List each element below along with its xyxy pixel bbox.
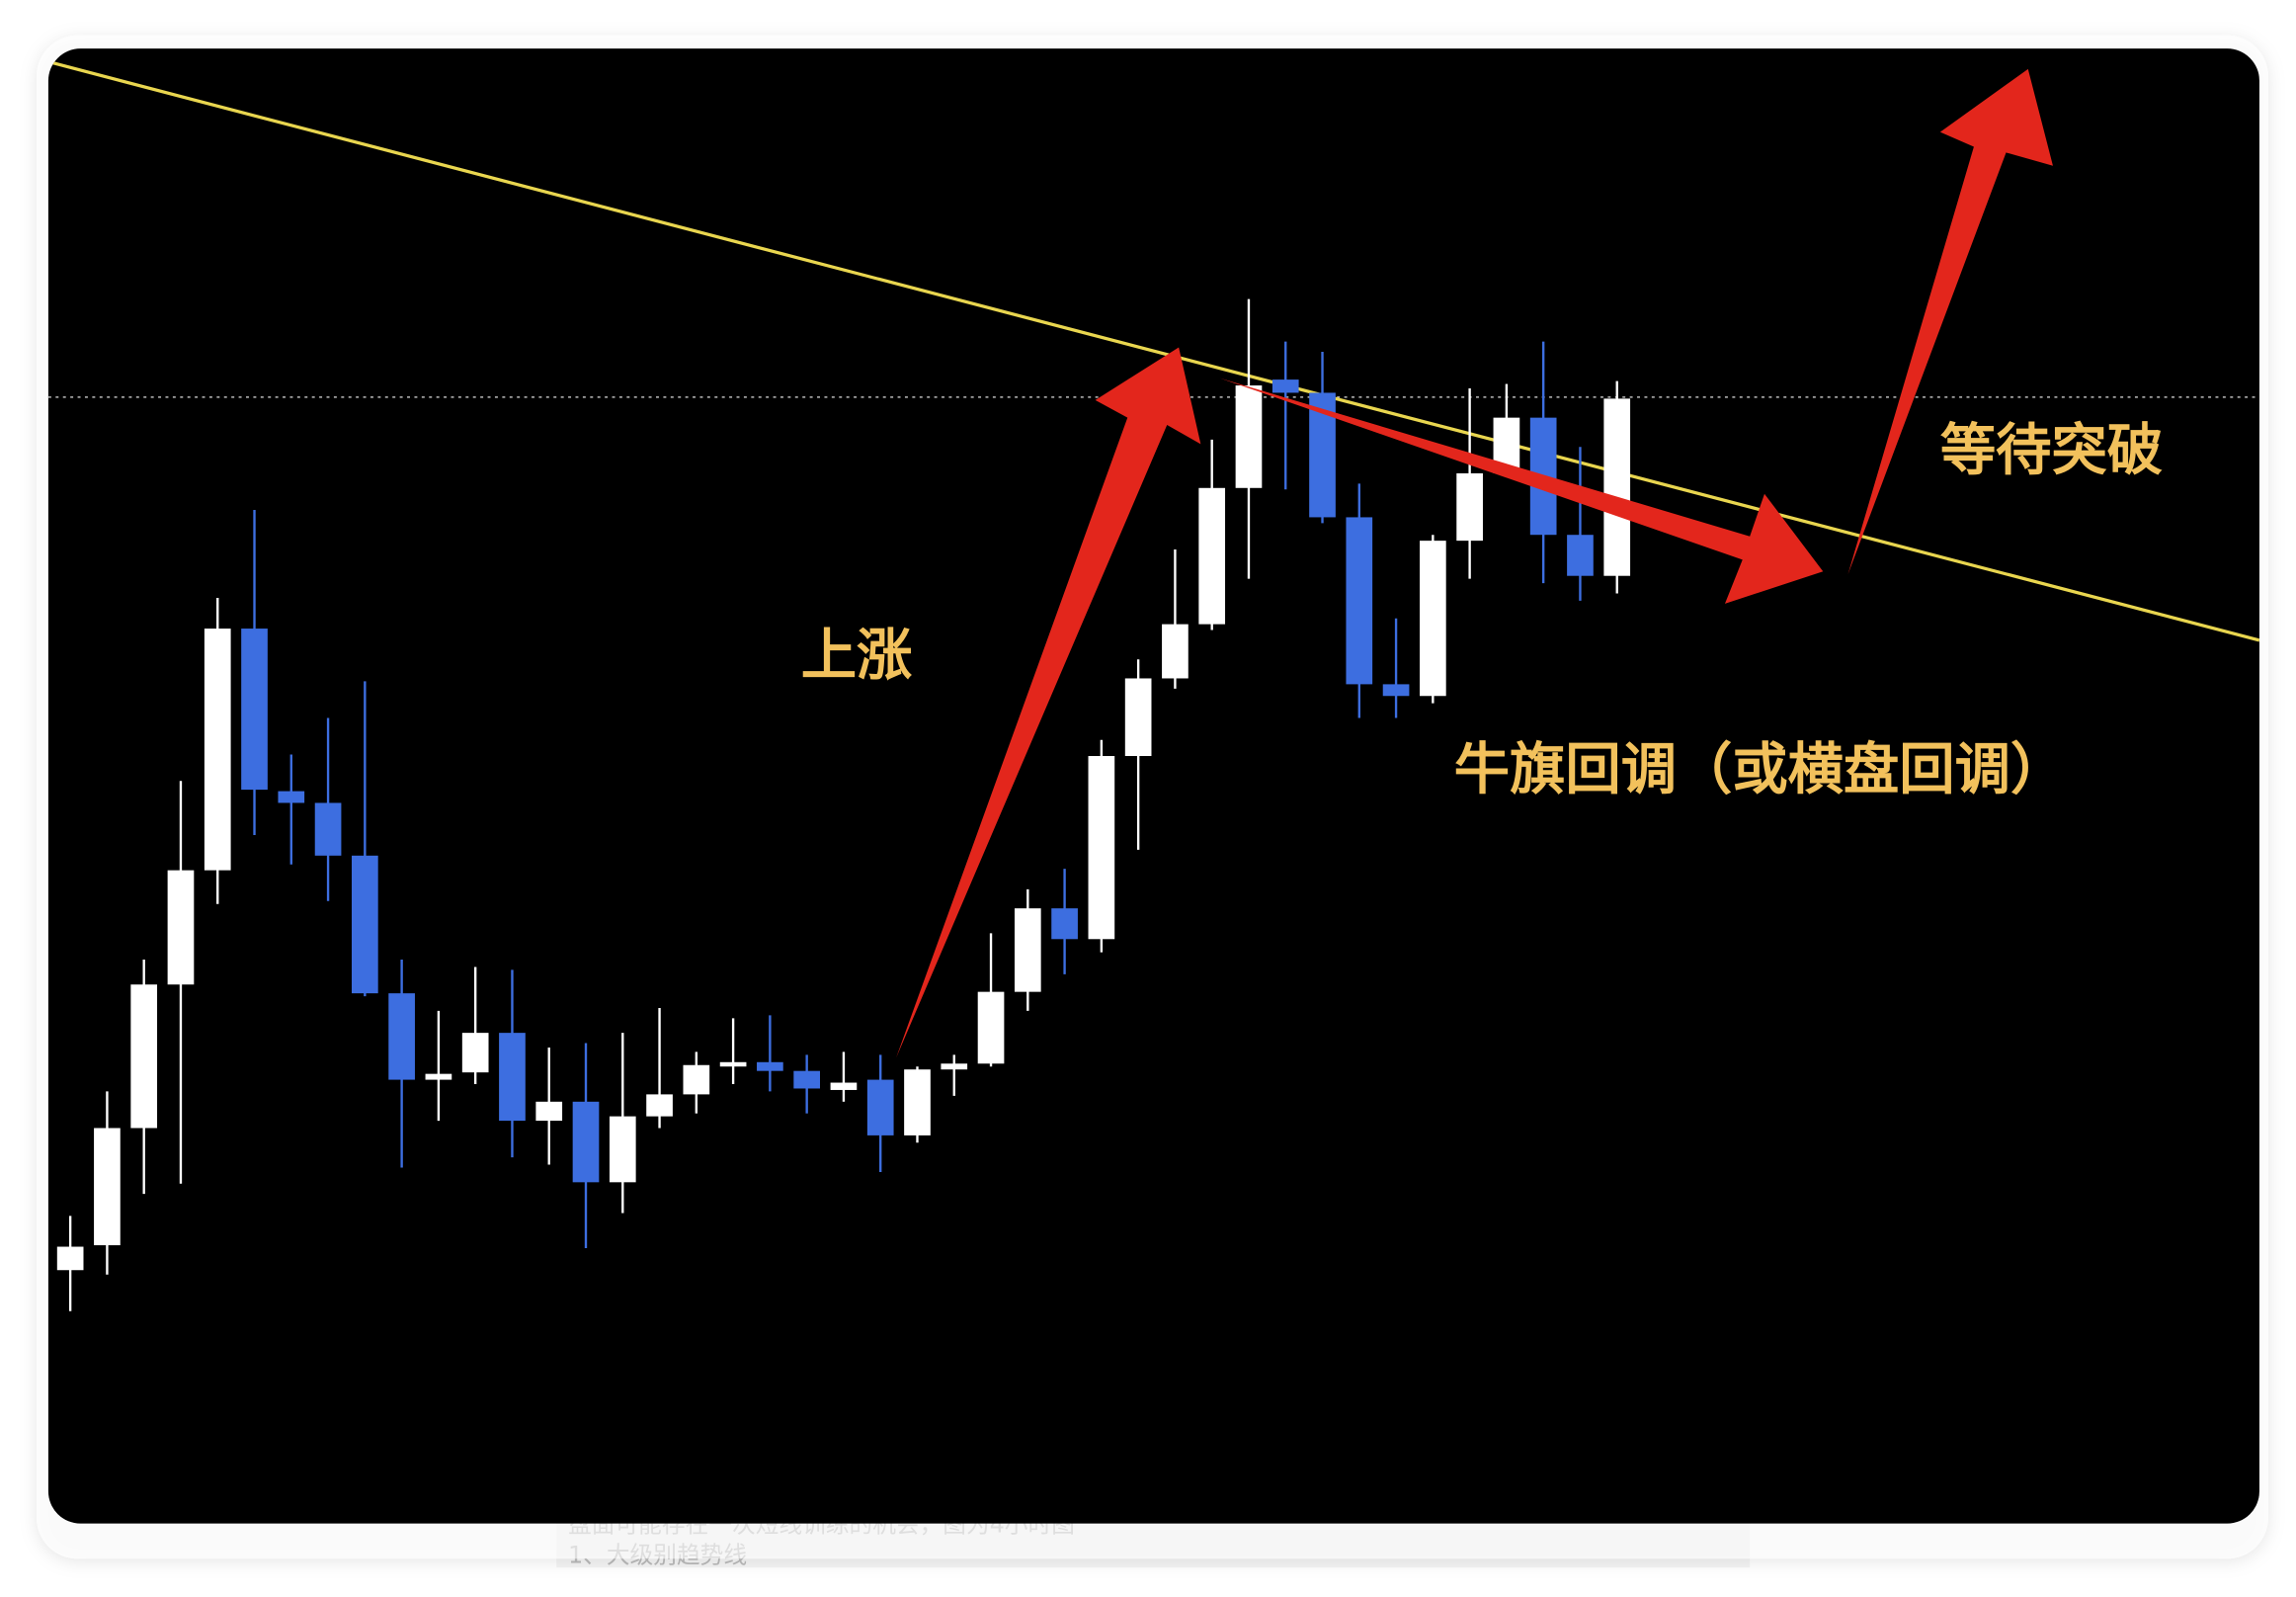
candle-body: [535, 1101, 563, 1122]
candle-body: [904, 1069, 931, 1135]
candle-body: [130, 984, 158, 1129]
candle-body: [609, 1116, 636, 1183]
annotation: 牛旗回调（或横盘回调）: [1454, 738, 2066, 802]
candle-body: [425, 1073, 452, 1080]
candle-body: [56, 1246, 84, 1271]
candle-body: [499, 1033, 526, 1122]
candle-body: [683, 1064, 710, 1095]
candle-body: [1014, 908, 1041, 992]
candle-body: [719, 1061, 747, 1067]
candle-body: [1603, 398, 1631, 576]
annotation: 上涨: [801, 624, 913, 688]
candle-body: [167, 870, 195, 985]
candle-body: [757, 1061, 783, 1071]
candle-body: [646, 1094, 673, 1117]
candle-body: [1198, 487, 1226, 625]
annotations: 上涨 牛旗回调（或横盘回调） 等待突破: [801, 68, 2163, 1058]
candle-body: [1567, 535, 1594, 576]
candle-body: [1456, 472, 1483, 542]
candle-body: [941, 1063, 968, 1070]
candle-body: [1088, 756, 1115, 940]
candle-body: [388, 993, 415, 1080]
trend-line: [47, 59, 2259, 642]
candle-body: [352, 855, 378, 994]
annotation: 等待突破: [1940, 419, 2163, 483]
candle-body: [461, 1033, 489, 1073]
candle-body: [94, 1128, 121, 1246]
candle-body: [1346, 517, 1373, 685]
candle-body: [1124, 678, 1152, 757]
candle-body: [1235, 385, 1263, 488]
arrow: [1219, 378, 1824, 604]
candle-body: [314, 802, 342, 856]
candle-body: [278, 791, 305, 803]
arrow: [896, 347, 1201, 1058]
candle-body: [1420, 541, 1446, 697]
arrow: [1847, 68, 2053, 575]
candle-body: [1051, 908, 1078, 940]
candle-body: [830, 1082, 858, 1090]
plot-area: [47, 59, 2259, 1311]
candle-body: [204, 629, 231, 871]
candle-body: [572, 1101, 600, 1183]
candle-body: [241, 629, 268, 791]
candle-body: [977, 991, 1005, 1064]
candle-body: [793, 1070, 820, 1089]
candle-body: [1382, 684, 1410, 697]
candle-body: [1162, 624, 1189, 679]
candle-body: [1271, 379, 1299, 393]
candle-body: [866, 1079, 894, 1135]
chart-panel: [47, 48, 2259, 1524]
